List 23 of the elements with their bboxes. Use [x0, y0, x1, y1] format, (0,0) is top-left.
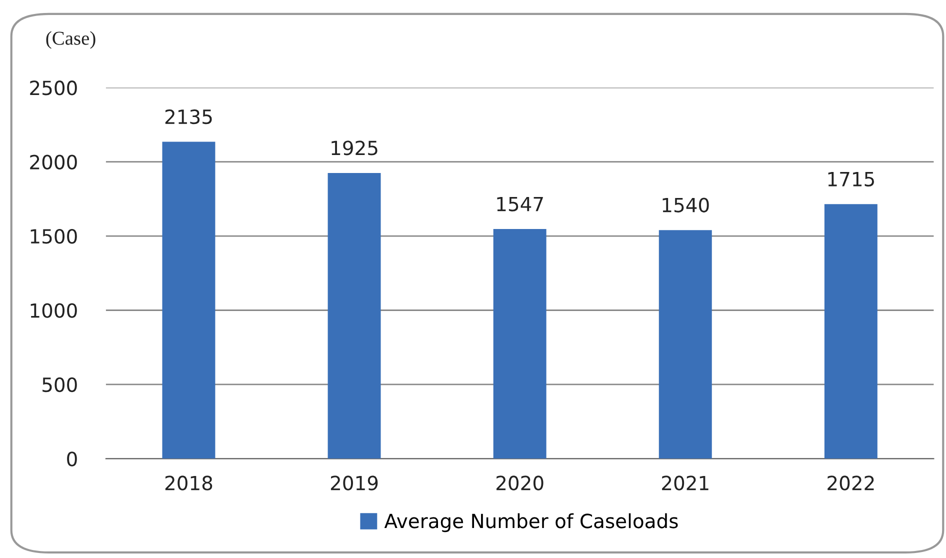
data-label: 1925	[332, 140, 378, 156]
y-tick-label: 500	[42, 377, 77, 392]
data-label: 1547	[497, 196, 543, 212]
y-axis-title: (Case)	[46, 31, 96, 49]
x-tick-label: 2018	[165, 476, 212, 490]
y-tick-label: 1500	[30, 228, 77, 244]
data-label: 1540	[662, 198, 709, 212]
y-tick-label: 1000	[30, 303, 77, 318]
bar	[328, 172, 381, 459]
x-tick-label: 2020	[496, 476, 544, 490]
x-tick-label: 2021	[662, 476, 708, 490]
y-tick-label: 2000	[30, 154, 77, 170]
x-tick-label: 2019	[330, 476, 378, 490]
bar	[658, 230, 712, 459]
legend-label: Average Number of Caseloads	[384, 513, 678, 532]
x-tick-label: 2022	[828, 476, 874, 490]
data-label: 1715	[828, 172, 874, 186]
bar	[162, 142, 216, 459]
bar	[824, 204, 878, 459]
data-label: 2135	[165, 109, 212, 124]
y-tick-label: 0	[67, 452, 77, 466]
y-tick-label: 2500	[30, 80, 77, 96]
bar	[493, 229, 546, 459]
